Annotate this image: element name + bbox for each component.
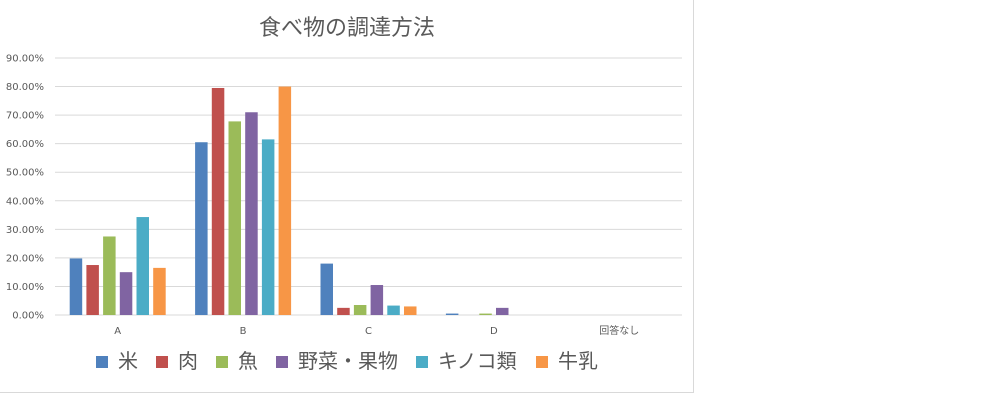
x-tick-label: 回答なし bbox=[599, 324, 639, 337]
bar-A-野菜・果物 bbox=[119, 272, 133, 315]
bar-C-キノコ類 bbox=[387, 305, 400, 315]
bar-B-牛乳 bbox=[278, 86, 292, 315]
legend: 米 肉 魚 野菜・果物 キノコ類 牛乳 bbox=[96, 349, 598, 373]
legend-label: 野菜・果物 bbox=[298, 349, 398, 373]
bar-A-米 bbox=[69, 258, 83, 315]
bar-A-魚 bbox=[103, 236, 116, 315]
y-tick-label: 40.00% bbox=[6, 196, 44, 207]
legend-swatch bbox=[156, 356, 168, 368]
x-tick-label: C bbox=[365, 326, 372, 337]
legend-swatch bbox=[276, 356, 288, 368]
legend-swatch bbox=[96, 356, 108, 368]
y-tick-label: 70.00% bbox=[6, 111, 44, 122]
chart-title: 食べ物の調達方法 bbox=[259, 16, 435, 41]
bar-D-米 bbox=[445, 313, 459, 315]
y-tick-label: 60.00% bbox=[6, 139, 44, 150]
bar-B-肉 bbox=[211, 87, 225, 315]
bar-D-野菜・果物 bbox=[496, 307, 509, 315]
bar-A-肉 bbox=[86, 265, 99, 315]
chart-svg: 食べ物の調達方法 0.00% 10.00% 20.00% 30.00% 40.00% 50… bbox=[6, 16, 682, 373]
bar-A-キノコ類 bbox=[136, 217, 149, 315]
bar-C-野菜・果物 bbox=[370, 285, 384, 315]
bar-A-牛乳 bbox=[153, 267, 166, 315]
legend-swatch bbox=[416, 356, 428, 368]
y-tick-label: 30.00% bbox=[6, 225, 44, 236]
legend-label: 肉 bbox=[178, 349, 198, 373]
x-axis-ticks: A B C D 回答なし bbox=[114, 324, 639, 337]
legend-label: 米 bbox=[118, 349, 138, 373]
bar-B-魚 bbox=[228, 121, 241, 315]
chart-container: 食べ物の調達方法 0.00% 10.00% 20.00% 30.00% 40.00% 50… bbox=[0, 0, 694, 393]
legend-label: 魚 bbox=[238, 349, 258, 373]
y-tick-label: 90.00% bbox=[6, 54, 44, 65]
bar-C-牛乳 bbox=[404, 306, 417, 315]
bars bbox=[69, 86, 509, 315]
bar-D-魚 bbox=[479, 313, 492, 315]
bar-B-キノコ類 bbox=[261, 139, 275, 315]
bar-C-肉 bbox=[337, 307, 350, 315]
x-tick-label: A bbox=[114, 326, 121, 337]
gridlines bbox=[55, 57, 682, 316]
bar-B-野菜・果物 bbox=[245, 112, 258, 315]
legend-swatch bbox=[216, 356, 228, 368]
y-tick-label: 50.00% bbox=[6, 168, 44, 179]
bar-C-魚 bbox=[353, 305, 367, 315]
legend-label: キノコ類 bbox=[438, 349, 517, 373]
legend-label: 牛乳 bbox=[558, 349, 598, 373]
x-tick-label: B bbox=[240, 326, 247, 337]
y-axis-ticks: 0.00% 10.00% 20.00% 30.00% 40.00% 50.00% 60.00… bbox=[6, 54, 44, 322]
bar-B-米 bbox=[195, 142, 208, 315]
y-tick-label: 10.00% bbox=[6, 282, 44, 293]
y-tick-label: 80.00% bbox=[6, 82, 44, 93]
bar-C-米 bbox=[320, 263, 333, 315]
legend-swatch bbox=[536, 356, 548, 368]
y-tick-label: 0.00% bbox=[12, 311, 44, 322]
y-tick-label: 20.00% bbox=[6, 253, 44, 264]
x-tick-label: D bbox=[490, 326, 498, 337]
